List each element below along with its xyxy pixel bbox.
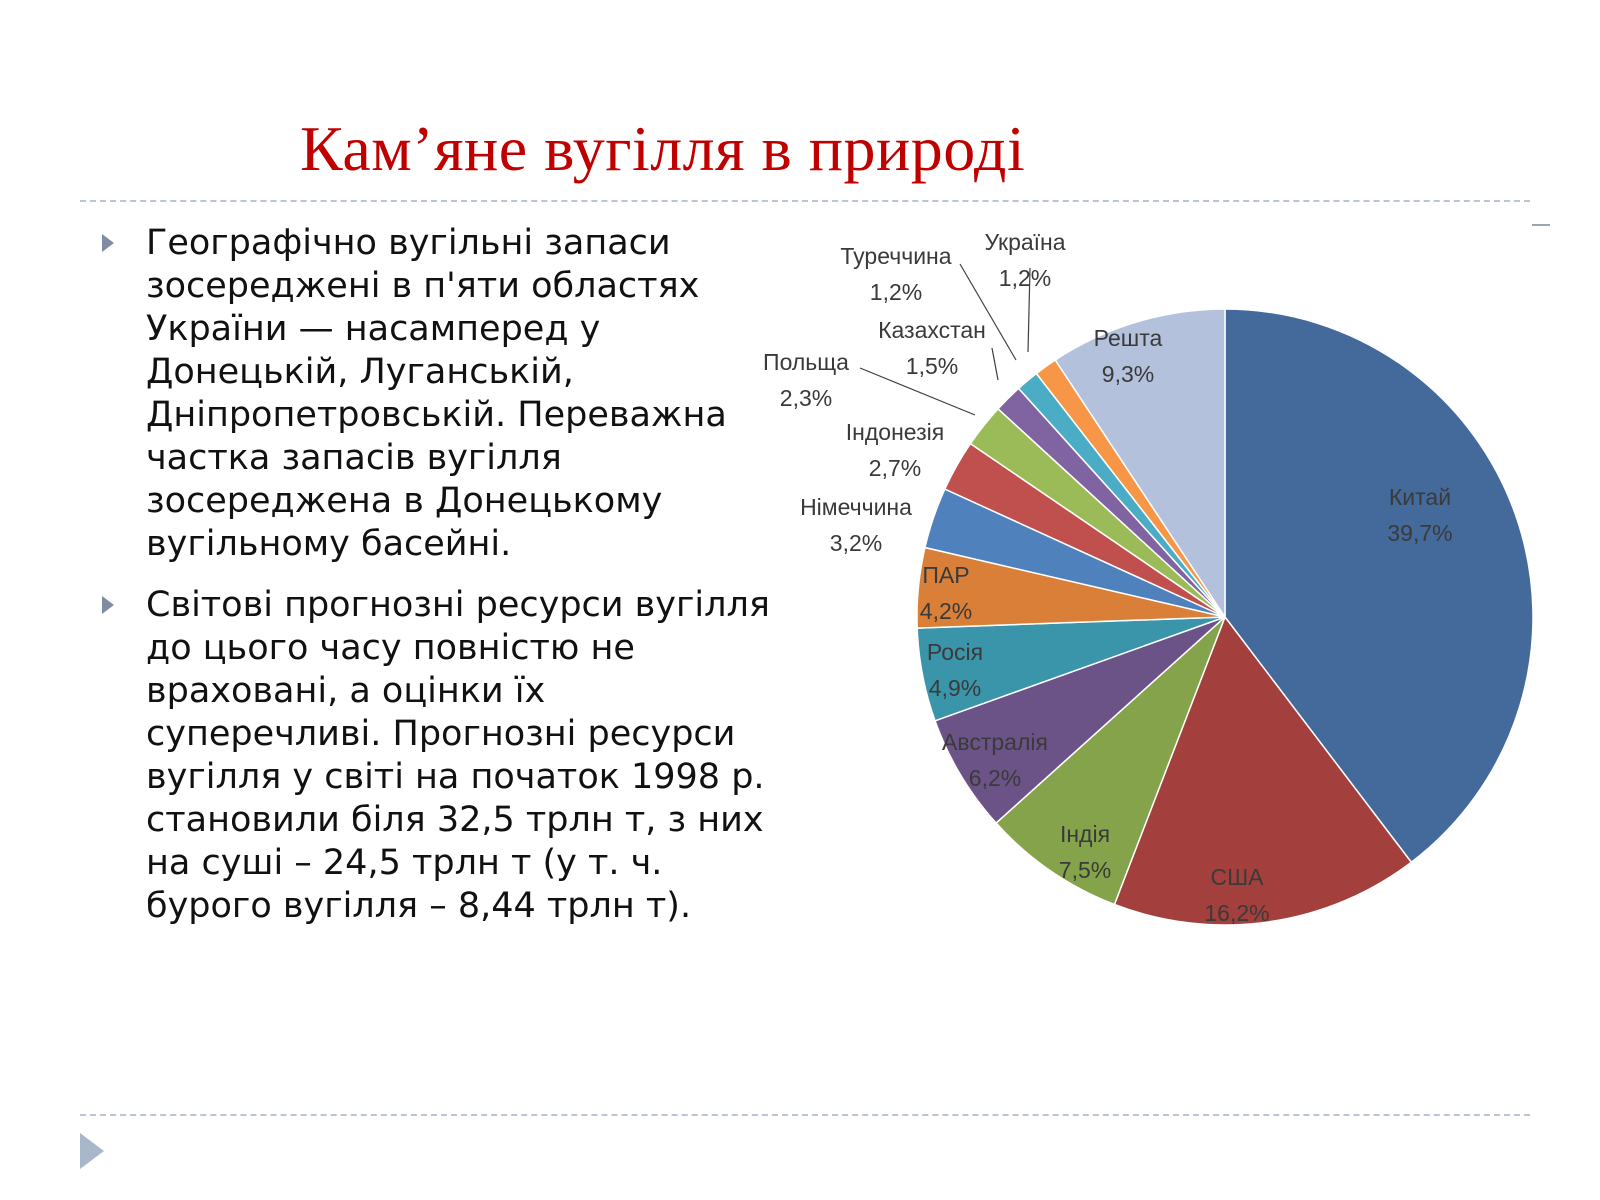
- slice-value-8: 2,3%: [780, 385, 832, 411]
- slice-value-10: 1,2%: [870, 279, 922, 305]
- leader-line-8: [859, 367, 976, 416]
- footer-divider: [80, 1114, 1530, 1116]
- slice-label-1: США: [1210, 864, 1264, 890]
- title-divider: [80, 200, 1530, 202]
- pie-slice-2: [995, 616, 1226, 906]
- slice-value-5: 4,2%: [920, 598, 972, 624]
- slice-label-7: Індонезія: [846, 419, 944, 445]
- slice-value-11: 1,2%: [999, 265, 1051, 291]
- slide-title: Кам’яне вугілля в природі: [300, 113, 1026, 184]
- next-slide-arrow-icon[interactable]: [80, 1133, 104, 1169]
- slice-value-2: 7,5%: [1059, 857, 1111, 883]
- slice-label-5: ПАР: [922, 562, 969, 588]
- bullet-text: Світові прогнозні ресурси вугілля до цьо…: [146, 585, 770, 926]
- pie-chart: Китай 39,7% США 16,2% Індія 7,5% Австралія 6,2%…: [760, 220, 1560, 1000]
- slice-label-2: Індія: [1060, 821, 1110, 847]
- slice-label-3: Австралія: [942, 729, 1048, 755]
- bullet-list: Географічно вугільні запаси зосереджені …: [96, 222, 776, 946]
- slice-value-7: 2,7%: [869, 455, 921, 481]
- pie-slice-1: [1113, 615, 1413, 926]
- slice-value-12: 9,3%: [1102, 361, 1154, 387]
- slice-value-6: 3,2%: [830, 530, 882, 556]
- slice-label-8: Польща: [763, 349, 849, 375]
- triangle-bullet-icon: [102, 596, 114, 614]
- bullet-item: Географічно вугільні запаси зосереджені …: [96, 222, 776, 566]
- leader-line-10: [959, 263, 1017, 361]
- leader-line-9: [991, 347, 999, 381]
- slice-label-11: Україна: [984, 229, 1065, 255]
- slice-label-10: Туреччина: [840, 243, 951, 269]
- slice-label-6: Німеччина: [800, 494, 912, 520]
- bullet-item: Світові прогнозні ресурси вугілля до цьо…: [96, 584, 776, 928]
- slice-label-4: Росія: [927, 639, 983, 665]
- pie-chart-svg: Китай 39,7% США 16,2% Індія 7,5% Австралія 6,2%…: [763, 229, 1534, 926]
- slice-value-0: 39,7%: [1387, 520, 1452, 546]
- slice-label-0: Китай: [1389, 484, 1451, 510]
- corner-dash: [1532, 224, 1550, 226]
- slice-label-9: Казахстан: [878, 317, 986, 343]
- pie-slice-3: [934, 616, 1226, 825]
- slice-value-4: 4,9%: [929, 675, 981, 701]
- pie-slice-12: [1054, 308, 1226, 620]
- slice-value-1: 16,2%: [1204, 900, 1269, 926]
- slice-value-9: 1,5%: [906, 353, 958, 379]
- triangle-bullet-icon: [102, 234, 114, 252]
- leader-line-11: [1027, 267, 1031, 353]
- bullet-text: Географічно вугільні запаси зосереджені …: [146, 223, 727, 564]
- slice-value-3: 6,2%: [969, 765, 1021, 791]
- pie-slice-0: [1224, 308, 1534, 864]
- slice-label-12: Решта: [1094, 325, 1163, 351]
